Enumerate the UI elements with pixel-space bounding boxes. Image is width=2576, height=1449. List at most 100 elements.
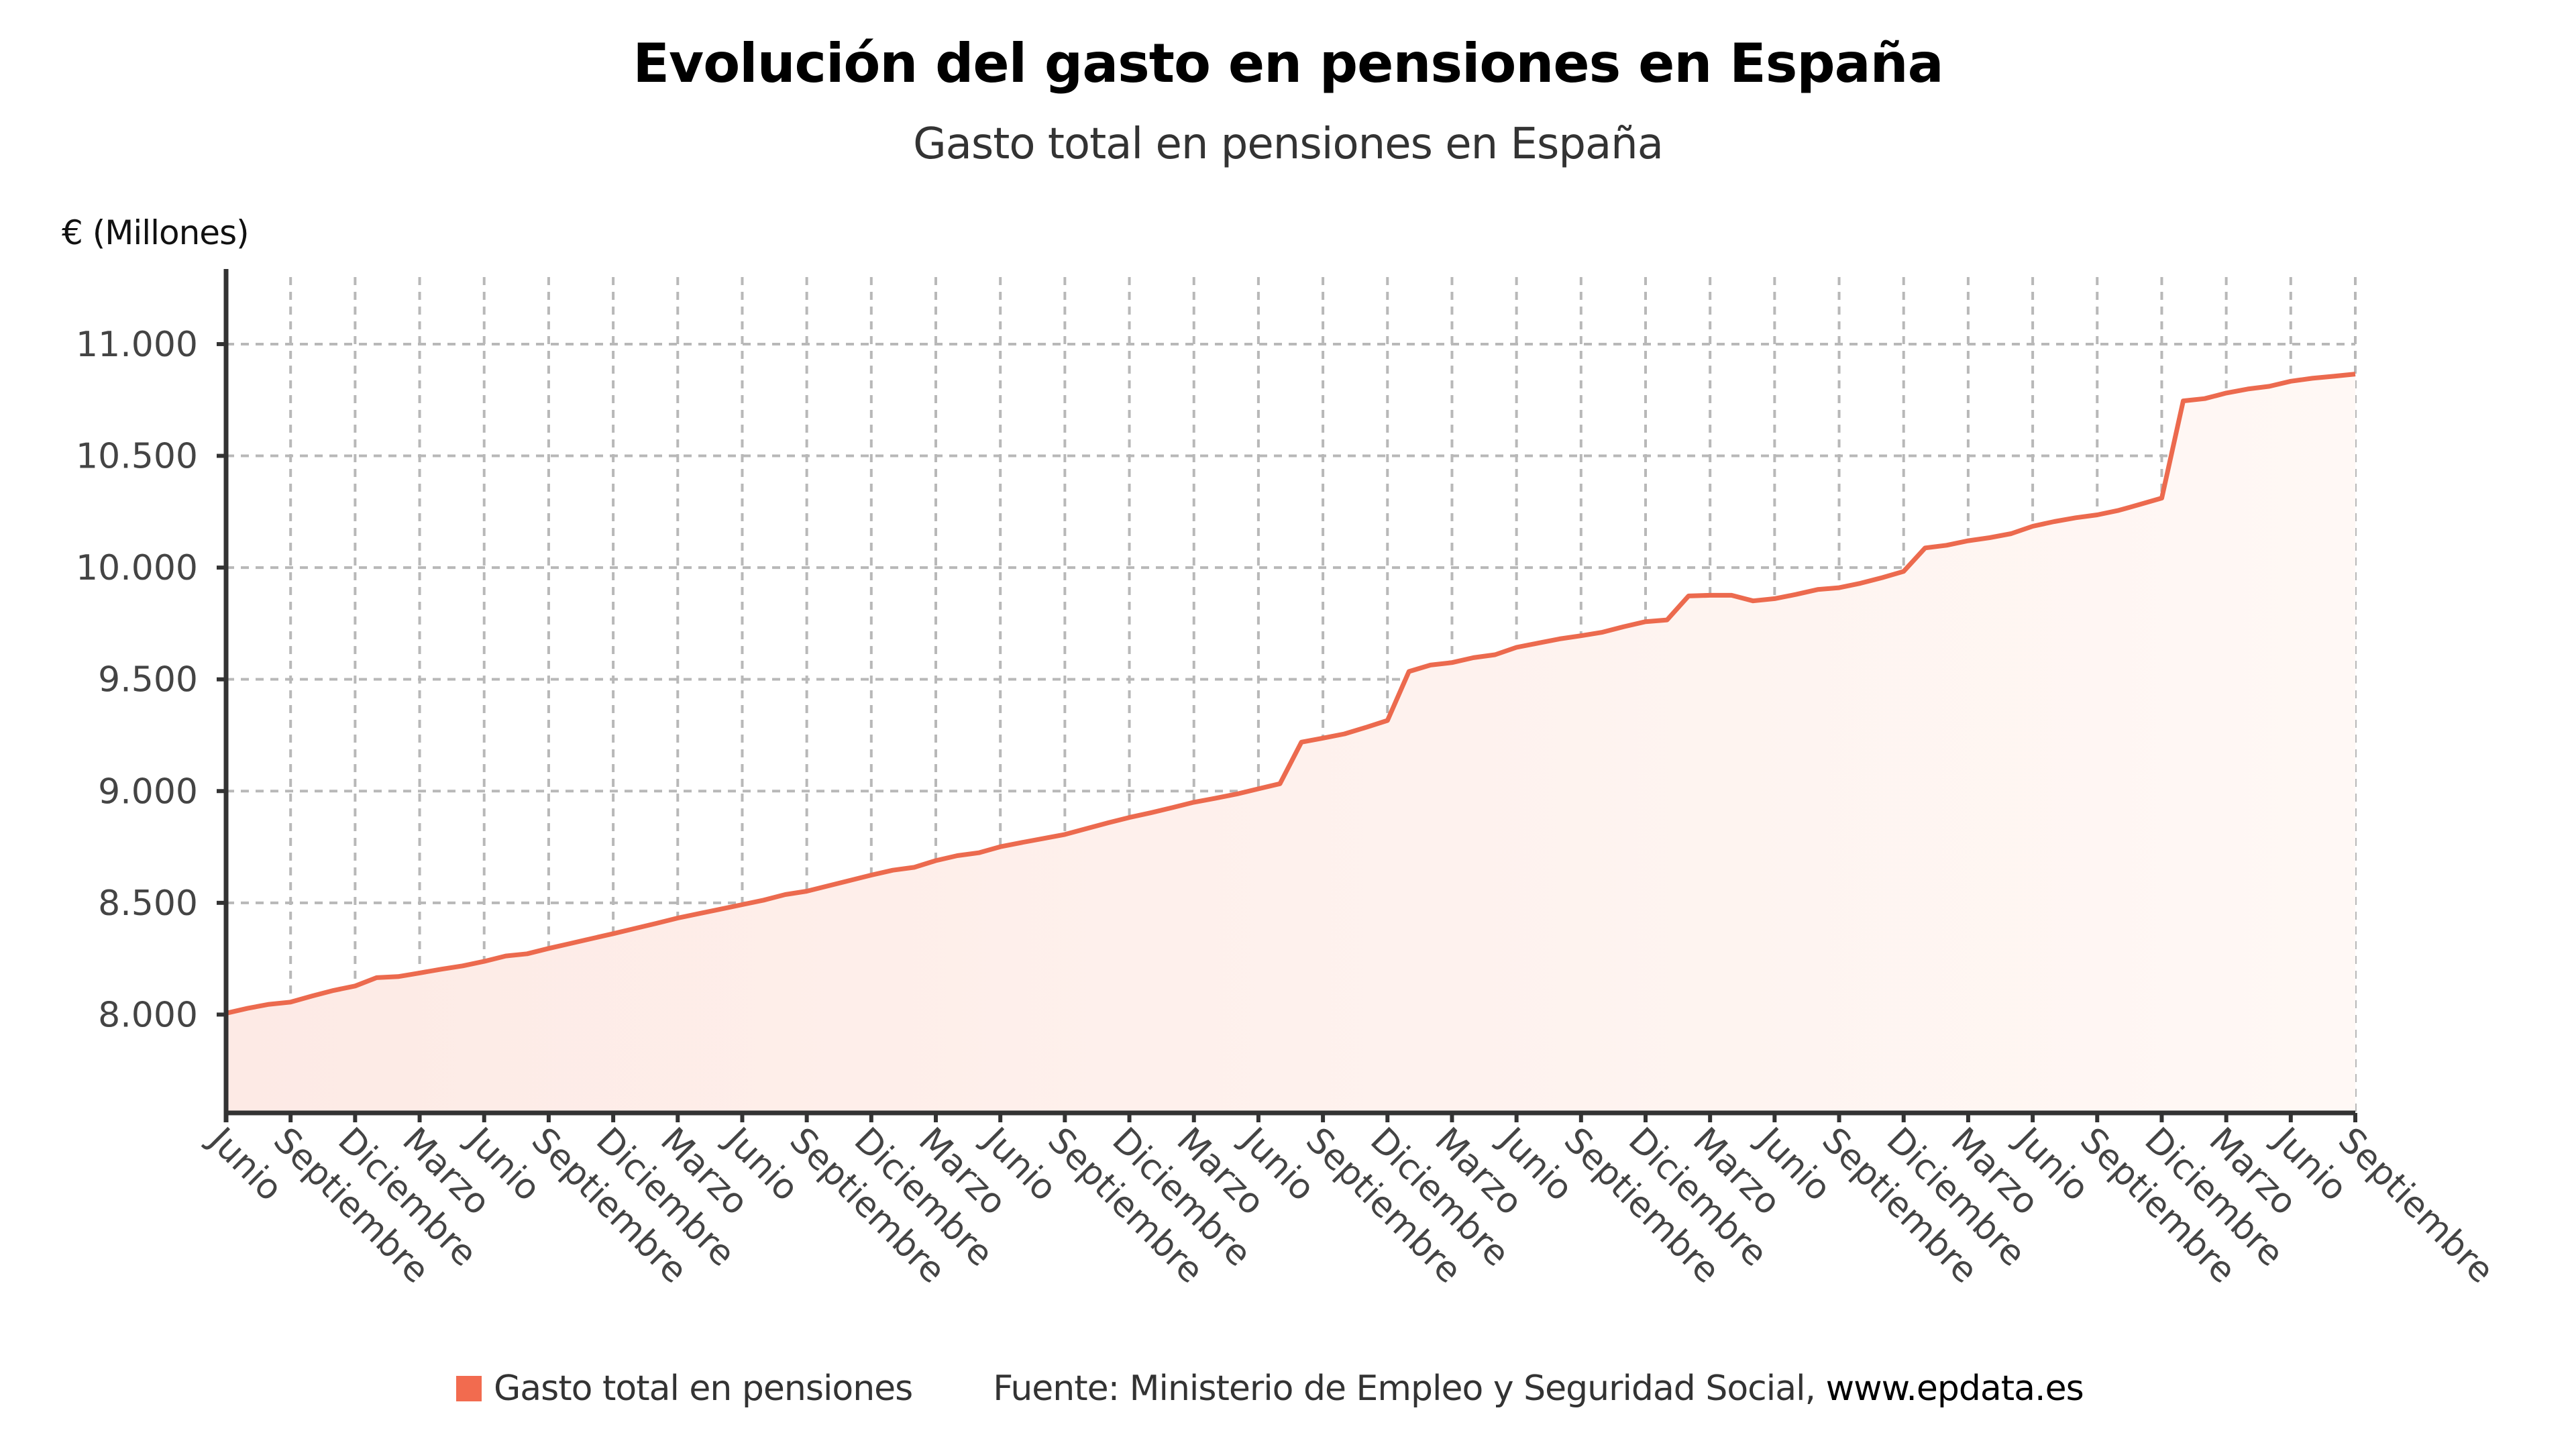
data-point: [2031, 524, 2035, 528]
data-point: [288, 1000, 292, 1004]
series-line: [225, 372, 2356, 1016]
data-point: [1407, 669, 1411, 674]
data-point: [1536, 641, 1540, 645]
data-point: [1751, 599, 1755, 603]
data-point: [1579, 634, 1583, 638]
data-point: [482, 959, 486, 963]
data-point: [1837, 586, 1841, 590]
data-point: [1428, 663, 1432, 667]
data-point: [396, 975, 400, 979]
y-tick-label: 11.000: [76, 325, 198, 365]
data-point: [2203, 396, 2207, 400]
data-point: [1794, 592, 1798, 596]
data-point: [697, 912, 701, 916]
data-point: [1041, 837, 1045, 841]
data-point: [805, 890, 809, 894]
data-point: [654, 921, 658, 925]
axes: [217, 269, 2357, 1122]
y-tick-label: 8.000: [98, 995, 198, 1035]
data-point: [1515, 645, 1519, 649]
data-point: [418, 971, 422, 975]
data-point: [1988, 535, 1992, 539]
data-point: [718, 907, 722, 911]
data-point: [1945, 543, 1949, 547]
x-tick-label: Septiembre: [2330, 1120, 2502, 1291]
data-point: [934, 859, 938, 863]
data-point: [310, 994, 314, 998]
data-point: [633, 926, 637, 930]
data-point: [1149, 811, 1153, 815]
y-tick-label: 9.500: [98, 660, 198, 700]
data-point: [1385, 718, 1389, 722]
data-point: [1772, 596, 1776, 600]
data-point: [1278, 782, 1282, 786]
data-point: [1902, 570, 1906, 574]
data-point: [374, 975, 378, 979]
data-point: [2267, 384, 2271, 388]
y-tick-label: 10.000: [76, 548, 198, 588]
data-point: [1171, 806, 1175, 810]
data-point: [547, 947, 551, 951]
data-point: [2289, 379, 2293, 383]
data-point: [1256, 787, 1260, 791]
data-point: [2246, 387, 2250, 391]
data-point: [1299, 740, 1303, 744]
data-point: [2009, 531, 2013, 535]
data-point: [1063, 833, 1067, 837]
data-point: [267, 1002, 271, 1006]
data-point: [891, 868, 895, 872]
data-point: [1622, 625, 1626, 629]
data-point: [762, 898, 766, 902]
y-axis-ticks: 8.000 8.500 9.000 9.500 10.000 10.500 11.000: [76, 325, 198, 1035]
data-point: [826, 884, 830, 888]
legend: Gasto total en pensiones Fuente: Ministe…: [456, 1368, 2084, 1409]
y-tick-label: 10.500: [76, 437, 198, 477]
data-point: [1558, 637, 1562, 641]
data-point: [740, 902, 744, 906]
data-point: [1321, 736, 1325, 740]
source-prefix: Fuente: Ministerio de Empleo y Seguridad…: [993, 1368, 1816, 1409]
legend-series-label: Gasto total en pensiones: [494, 1368, 913, 1409]
data-point: [2332, 374, 2336, 378]
data-point: [611, 932, 615, 936]
data-point: [848, 879, 852, 883]
data-point: [1966, 539, 1970, 543]
data-point: [461, 964, 465, 968]
data-point: [998, 845, 1002, 849]
data-point: [784, 893, 788, 897]
data-point: [1729, 593, 1733, 597]
data-point: [1601, 630, 1605, 634]
data-point: [590, 936, 594, 941]
data-point: [1235, 792, 1239, 796]
data-point: [2116, 508, 2121, 513]
data-point: [1106, 821, 1110, 825]
data-point: [1493, 653, 1497, 657]
data-point: [2310, 376, 2314, 380]
data-point: [955, 854, 959, 858]
data-point: [331, 988, 335, 992]
data-point: [1192, 800, 1196, 804]
data-point: [1472, 655, 1476, 659]
x-axis-ticks: JunioSeptiembreDiciembreMarzoJunioSeptie…: [200, 1119, 2502, 1291]
data-point: [1665, 618, 1669, 622]
y-axis-unit-label: € (Millones): [62, 213, 250, 252]
legend-swatch: [456, 1376, 482, 1401]
y-tick-label: 8.500: [98, 883, 198, 924]
data-point: [676, 916, 680, 920]
data-point: [1364, 725, 1368, 729]
data-point: [2074, 516, 2078, 520]
series-area-fill: [226, 374, 2355, 1113]
data-point: [1214, 796, 1218, 800]
chart-title: Evolución del gasto en pensiones en Espa…: [633, 32, 1943, 95]
data-point: [2052, 519, 2056, 523]
y-tick-label: 9.000: [98, 771, 198, 812]
data-point: [2095, 513, 2099, 517]
data-point: [246, 1006, 250, 1010]
source-link[interactable]: www.epdata.es: [1825, 1368, 2084, 1409]
chart-subtitle: Gasto total en pensiones en España: [913, 119, 1664, 169]
data-point: [1859, 581, 1863, 585]
data-point: [1450, 661, 1454, 665]
data-point: [1880, 576, 1884, 580]
data-point: [1644, 620, 1648, 624]
